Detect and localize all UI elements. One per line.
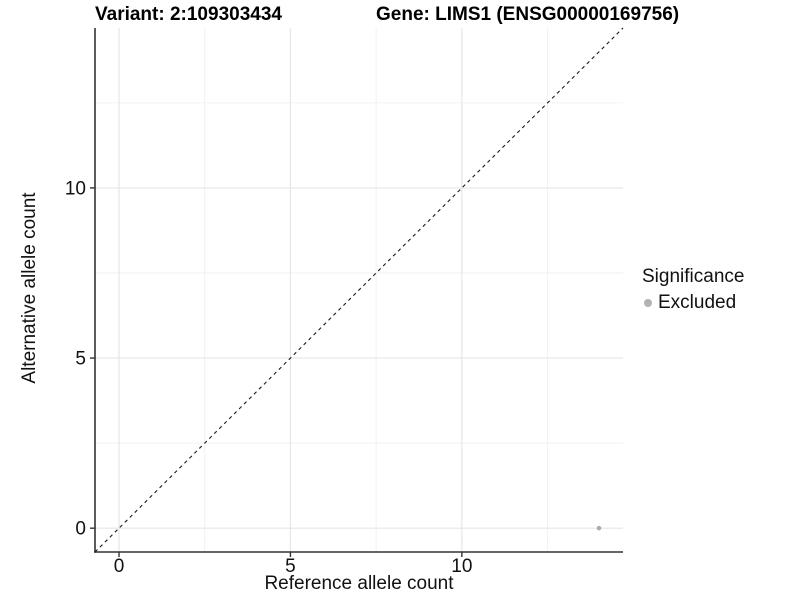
y-tick-label: 5 <box>75 349 86 370</box>
legend-item: Excluded <box>644 292 744 314</box>
x-tick-label: 10 <box>451 556 472 577</box>
legend-title: Significance <box>642 266 745 287</box>
gene-title: Gene: LIMS1 (ENSG00000169756) <box>376 4 680 25</box>
identity-dashed-line <box>94 27 624 553</box>
legend: Significance Excluded <box>642 266 744 314</box>
legend-item-label: Excluded <box>658 292 737 313</box>
x-tick-label: 5 <box>285 556 296 577</box>
y-axis-title: Alternative allele count <box>19 192 40 384</box>
x-axis-title: Reference allele count <box>264 573 454 594</box>
x-tick-label: 0 <box>114 556 125 577</box>
legend-point-icon <box>644 299 652 307</box>
y-tick-label: 0 <box>75 519 86 540</box>
variant-title: Variant: 2:109303434 <box>95 4 282 25</box>
data-point <box>596 525 602 531</box>
y-tick-label: 10 <box>65 178 86 199</box>
